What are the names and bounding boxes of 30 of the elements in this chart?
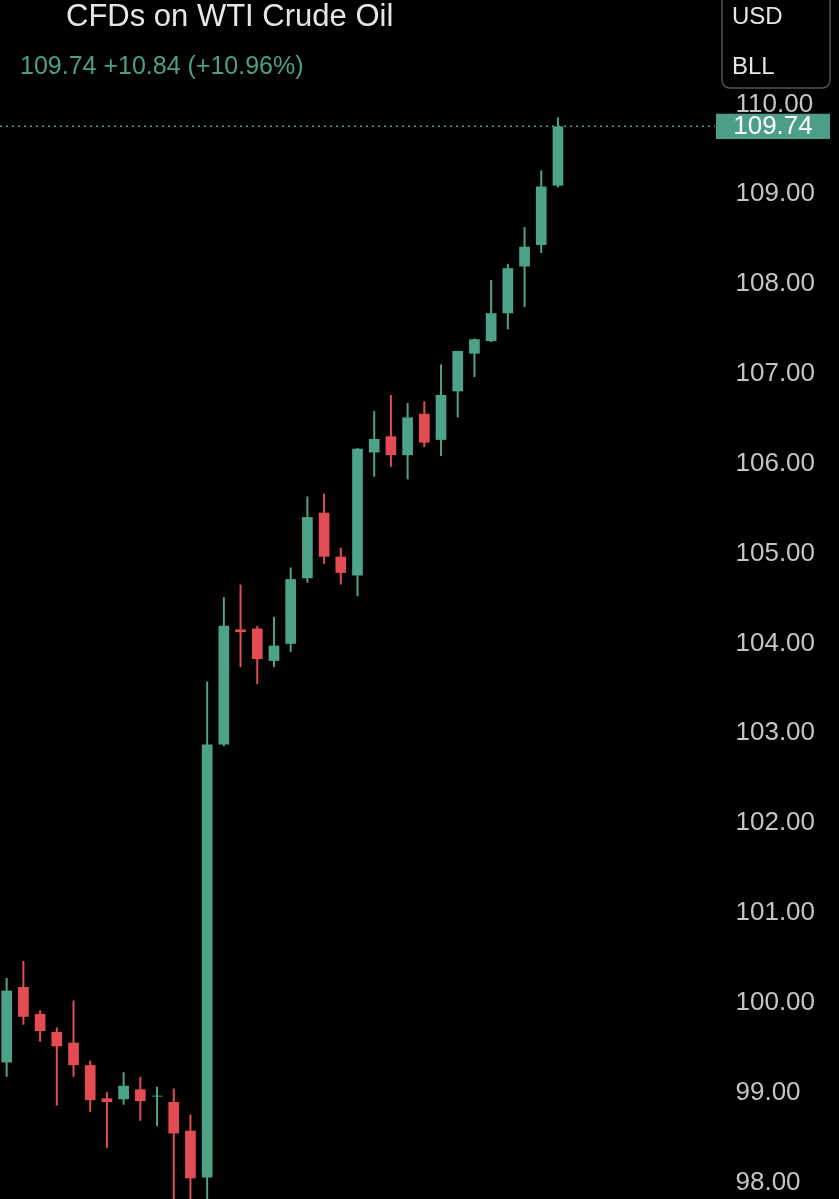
candlestick: [151, 1085, 163, 1128]
y-tick-label: 99.00: [735, 1075, 801, 1106]
y-tick-label: 104.00: [735, 626, 816, 657]
y-tick-label: 109.00: [735, 177, 816, 208]
candlestick: [385, 393, 397, 468]
y-tick-label: 100.00: [735, 985, 816, 1016]
chart-title: CFDs on WTI Crude Oil: [66, 0, 394, 33]
candlestick: [51, 1026, 63, 1107]
candlestick: [68, 999, 79, 1078]
chart-subtitle: 109.74 +10.84 (+10.96%): [20, 51, 304, 79]
y-tick-label: 107.00: [735, 357, 816, 388]
candlestick: [235, 583, 246, 669]
y-tick-label: 103.00: [735, 716, 816, 747]
candlestick: [469, 337, 480, 378]
candlestick: [268, 615, 280, 669]
y-tick-label: 106.00: [735, 446, 816, 477]
candlestick: [335, 546, 347, 586]
candlestick: [368, 410, 380, 478]
candlestick: [134, 1075, 146, 1122]
y-tick-label: 105.00: [735, 536, 816, 567]
candlestick: [34, 1009, 46, 1043]
y-tick-label: 108.00: [735, 267, 816, 298]
candlestick: [101, 1091, 113, 1149]
text: USD: [732, 2, 783, 29]
y-tick-label: 98.00: [735, 1165, 801, 1196]
candlestick: [118, 1071, 129, 1106]
y-tick-label: 102.00: [735, 806, 816, 837]
y-tick-label: 101.00: [735, 896, 816, 927]
text: BLL: [732, 52, 775, 79]
candlestick: [519, 225, 530, 308]
